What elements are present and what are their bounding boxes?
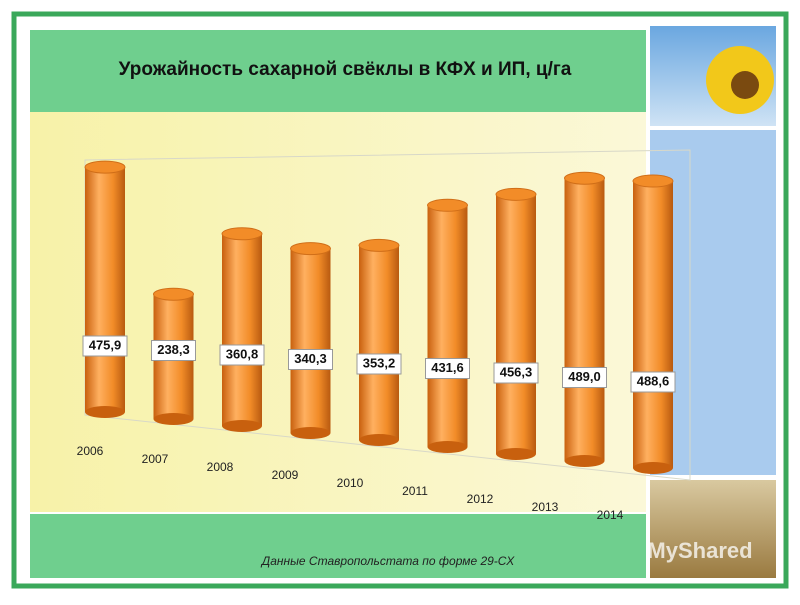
bar-base — [359, 434, 399, 446]
bar — [496, 194, 536, 454]
value-label-box — [288, 349, 333, 370]
value-label: 431,6 — [431, 360, 464, 375]
bar — [290, 248, 331, 433]
bar-cap — [221, 227, 263, 241]
bar-base — [153, 413, 194, 425]
bar-cap — [564, 171, 605, 185]
x-tick-label: 2009 — [272, 468, 299, 482]
value-label-box — [151, 340, 196, 361]
plot-panel — [30, 112, 646, 512]
bar-base — [85, 406, 125, 418]
bar — [359, 245, 399, 440]
bar — [427, 205, 468, 447]
bar-cap — [495, 187, 537, 201]
value-label: 360,8 — [226, 346, 259, 361]
x-tick-label: 2006 — [77, 444, 104, 458]
value-label-box — [562, 367, 607, 388]
bar-cap — [358, 238, 400, 252]
bar — [85, 167, 125, 412]
bar-base — [633, 462, 673, 474]
bar-base — [427, 441, 468, 453]
title-band — [30, 30, 646, 112]
x-tick-label: 2010 — [337, 476, 364, 490]
value-label: 488,6 — [637, 373, 670, 388]
x-tick-label: 2012 — [467, 492, 494, 506]
x-tick-label: 2007 — [142, 452, 169, 466]
value-label-box — [425, 358, 470, 379]
frame — [11, 11, 789, 589]
value-label: 238,3 — [157, 342, 190, 357]
bar-base — [564, 455, 605, 467]
bar-cap — [632, 174, 674, 188]
x-tick-label: 2014 — [597, 508, 624, 522]
value-label: 475,9 — [89, 337, 122, 352]
photo-wheat — [650, 480, 776, 578]
value-label: 353,2 — [363, 355, 396, 370]
bar-cap — [84, 160, 126, 174]
chart-title: Урожайность сахарной свёклы в КФХ и ИП, … — [119, 59, 572, 80]
value-label: 456,3 — [500, 364, 533, 379]
bar-cap — [153, 287, 194, 301]
x-tick-label: 2011 — [402, 484, 428, 498]
value-label-box — [493, 362, 539, 384]
value-label-box — [82, 335, 128, 357]
bar-base — [496, 448, 536, 460]
x-tick-label: 2008 — [207, 460, 234, 474]
sunflower-center — [731, 71, 759, 99]
value-label-box — [630, 371, 676, 393]
bar — [564, 178, 605, 461]
footer-band — [30, 514, 646, 578]
watermark: MyShared — [647, 538, 752, 563]
value-label-box — [356, 353, 402, 375]
x-tick-label: 2013 — [532, 500, 559, 514]
bar-base — [222, 420, 262, 432]
value-label-box — [219, 344, 265, 366]
source-note: Данные Ставропольстата по форме 29-СХ — [260, 554, 515, 568]
bar — [633, 181, 673, 469]
bar — [222, 233, 262, 426]
value-label: 340,3 — [294, 351, 327, 366]
value-label: 489,0 — [568, 369, 601, 384]
bar-base — [290, 427, 331, 439]
bar-cap — [427, 198, 468, 212]
bar-cap — [290, 242, 331, 256]
